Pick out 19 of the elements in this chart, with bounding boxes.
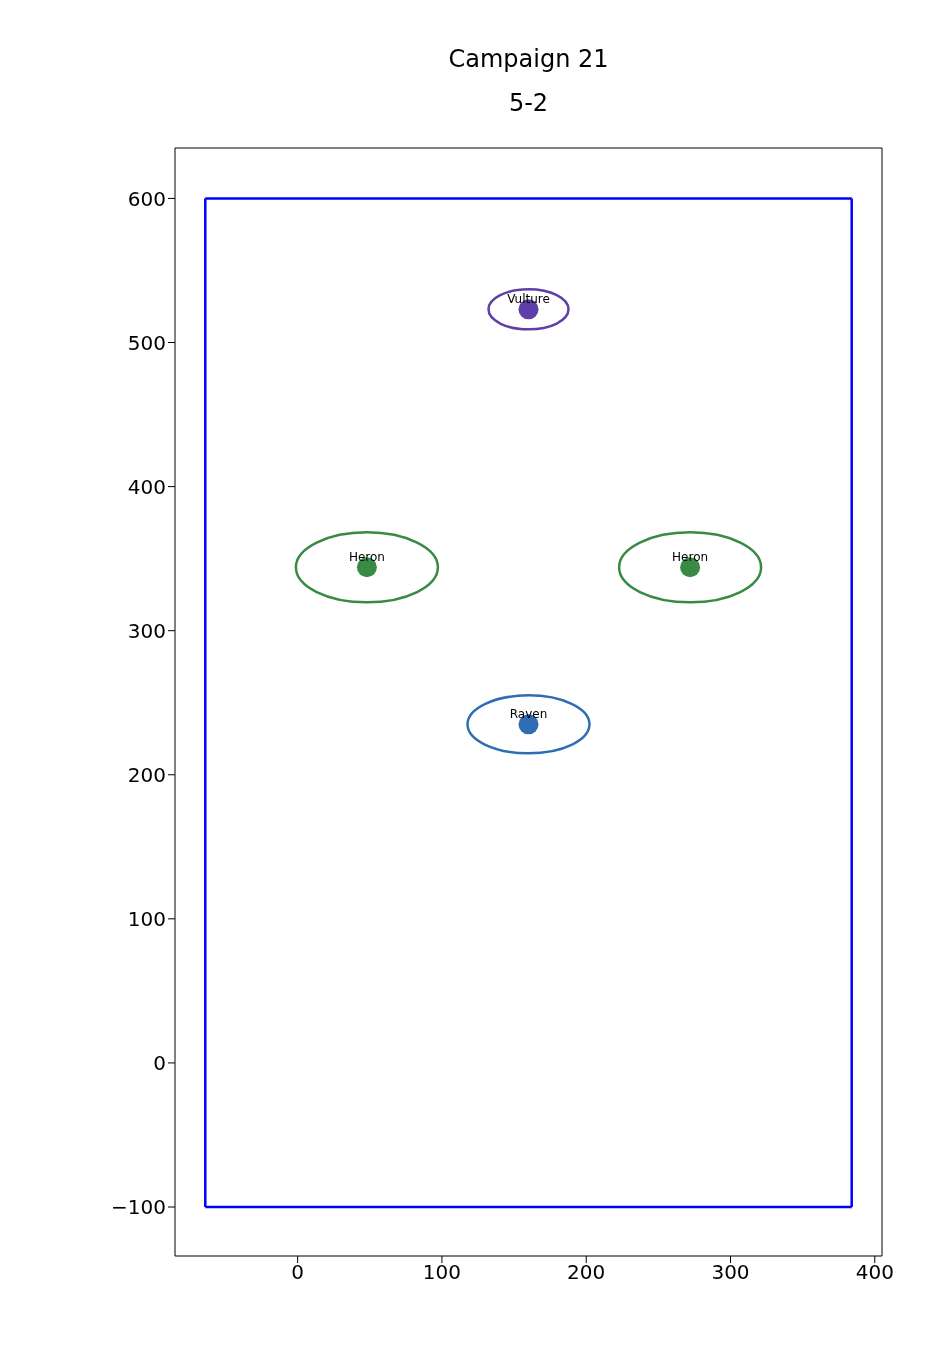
chart-title: Campaign 21 — [447, 44, 610, 75]
y-tick-label: 400 — [127, 474, 166, 499]
series-label: Raven — [509, 707, 548, 722]
series-label: Heron — [348, 550, 385, 565]
y-tick-label: 300 — [127, 618, 166, 643]
text: Heron — [672, 550, 709, 565]
y-tick-label: 600 — [127, 186, 166, 211]
x-tick-label: 300 — [711, 1260, 750, 1285]
x-tick-label: 200 — [567, 1260, 606, 1285]
y-tick-label: −100 — [111, 1195, 166, 1220]
chart-subtitle: 5-2 — [507, 88, 550, 119]
y-tick-label: 100 — [127, 906, 166, 931]
x-tick-label: 0 — [291, 1260, 305, 1285]
x-tick-label: 400 — [855, 1260, 894, 1285]
y-tick-label: 500 — [127, 330, 166, 355]
y-tick-label: 0 — [153, 1051, 166, 1076]
series-label: Vulture — [507, 292, 550, 307]
y-tick-label: 200 — [127, 762, 166, 787]
x-tick-label: 100 — [422, 1260, 462, 1285]
